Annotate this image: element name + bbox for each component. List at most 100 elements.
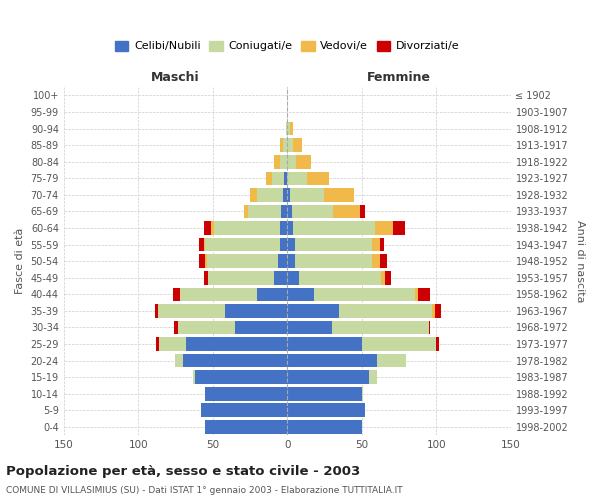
Bar [280,138,283,152]
Bar [208,271,274,284]
Bar [418,288,430,301]
Bar [287,254,295,268]
Bar [287,420,362,434]
Bar [183,354,287,368]
Bar [280,238,287,252]
Bar [431,304,434,318]
Bar [381,271,385,284]
Bar [250,188,257,202]
Text: Maschi: Maschi [151,71,200,84]
Bar [204,271,208,284]
Bar [287,155,296,168]
Bar [224,304,287,318]
Bar [287,370,369,384]
Bar [293,221,375,235]
Bar [205,387,287,400]
Bar [332,320,428,334]
Bar [325,188,354,202]
Bar [292,204,334,218]
Bar [205,238,280,252]
Y-axis label: Fasce di età: Fasce di età [15,228,25,294]
Bar [428,320,430,334]
Bar [287,320,332,334]
Bar [362,337,436,351]
Bar [158,304,224,318]
Bar [290,188,325,202]
Bar [295,254,372,268]
Bar [244,204,248,218]
Bar [159,337,186,351]
Bar [287,404,365,417]
Bar [281,204,287,218]
Bar [287,122,290,136]
Bar [434,304,440,318]
Bar [287,204,292,218]
Bar [214,221,280,235]
Bar [248,204,281,218]
Bar [283,188,287,202]
Text: Popolazione per età, sesso e stato civile - 2003: Popolazione per età, sesso e stato civil… [6,464,360,477]
Bar [180,288,257,301]
Bar [380,254,387,268]
Bar [287,304,340,318]
Bar [207,254,278,268]
Bar [287,337,362,351]
Bar [287,271,299,284]
Bar [195,370,287,384]
Bar [362,387,363,400]
Legend: Celibi/Nubili, Coniugati/e, Vedovi/e, Divorziati/e: Celibi/Nubili, Coniugati/e, Vedovi/e, Di… [115,40,460,52]
Bar [334,204,360,218]
Bar [436,337,439,351]
Bar [393,221,405,235]
Bar [280,155,287,168]
Bar [193,370,195,384]
Bar [266,172,272,185]
Bar [287,138,293,152]
Bar [204,238,205,252]
Bar [290,122,293,136]
Bar [284,172,287,185]
Bar [375,221,393,235]
Bar [296,155,311,168]
Bar [299,271,381,284]
Bar [235,320,287,334]
Bar [287,188,290,202]
Bar [380,238,384,252]
Bar [293,138,302,152]
Bar [274,155,280,168]
Bar [286,122,287,136]
Bar [173,288,180,301]
Bar [369,370,377,384]
Bar [314,288,415,301]
Text: Femmine: Femmine [367,71,431,84]
Bar [156,337,159,351]
Bar [175,354,183,368]
Bar [415,288,418,301]
Bar [295,238,372,252]
Bar [186,337,287,351]
Bar [287,354,377,368]
Bar [201,404,287,417]
Bar [272,172,284,185]
Bar [287,238,295,252]
Bar [283,138,287,152]
Bar [174,320,178,334]
Bar [278,254,287,268]
Bar [199,254,205,268]
Bar [372,254,380,268]
Bar [287,221,293,235]
Bar [340,304,431,318]
Bar [199,238,204,252]
Bar [372,238,380,252]
Bar [257,288,287,301]
Bar [178,320,235,334]
Bar [205,254,207,268]
Bar [360,204,365,218]
Bar [280,221,287,235]
Bar [287,172,307,185]
Bar [274,271,287,284]
Bar [377,354,406,368]
Bar [257,188,283,202]
Bar [287,387,362,400]
Bar [204,221,211,235]
